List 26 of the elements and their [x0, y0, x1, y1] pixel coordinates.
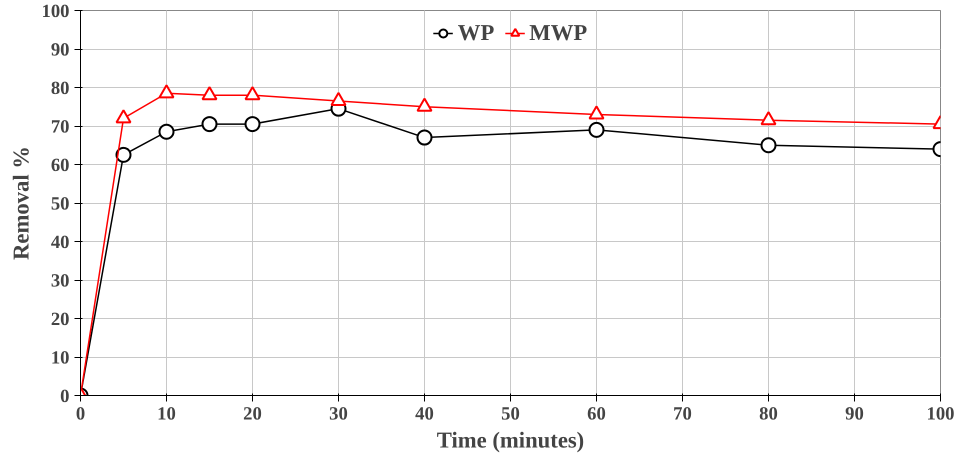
y-tick-label: 0	[60, 386, 70, 407]
x-tick-label: 30	[329, 404, 348, 424]
legend-label: MWP	[529, 20, 588, 46]
y-tick-label: 20	[50, 309, 70, 330]
y-tick-label: 70	[50, 116, 70, 138]
y-tick-label: 60	[50, 155, 70, 176]
y-tick-label: 40	[50, 232, 70, 253]
y-tick-label: 90	[50, 40, 70, 60]
x-tick-label: 80	[759, 404, 778, 424]
x-tick-label: 10	[157, 404, 176, 424]
y-tick-label: 30	[50, 270, 70, 292]
x-tick-label: 50	[501, 404, 520, 424]
y-tick-label: 100	[42, 1, 70, 22]
y-tick-label: 10	[50, 348, 70, 368]
x-tick-label: 60	[587, 404, 606, 424]
x-axis-title: Time (minutes)	[436, 428, 584, 452]
y-axis-title: Removal %	[8, 146, 34, 260]
y-tick-label: 80	[50, 78, 70, 99]
y-tick-label: 50	[50, 194, 70, 214]
x-tick-label: 20	[243, 404, 262, 424]
x-tick-label: 0	[76, 404, 86, 424]
legend-label: WP	[458, 20, 494, 46]
x-tick-label: 100	[926, 404, 954, 424]
x-tick-label: 90	[845, 404, 864, 424]
x-tick-label: 40	[415, 404, 434, 424]
x-tick-label: 70	[673, 404, 692, 424]
